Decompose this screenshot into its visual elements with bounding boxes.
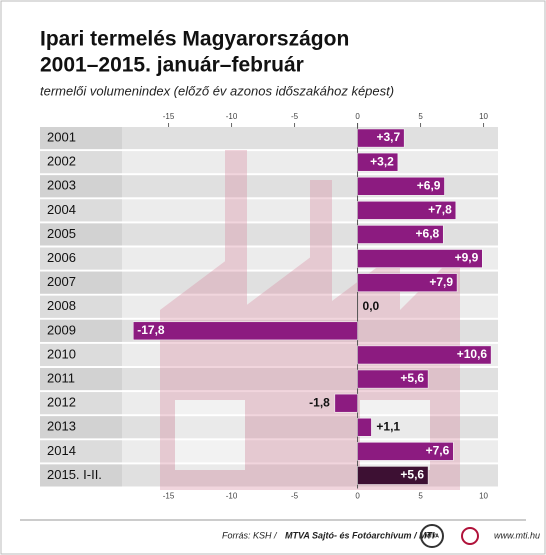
logo: MTVA	[425, 533, 439, 539]
row-label-bg	[40, 271, 122, 294]
chart-title: Ipari termelés Magyarországon	[40, 28, 349, 51]
bar	[357, 152, 399, 172]
row-label-bg	[40, 175, 122, 198]
category-label: 2003	[47, 178, 76, 193]
source: Forrás: KSH /	[222, 530, 278, 540]
bar	[357, 442, 454, 461]
row-label-bg	[40, 343, 122, 366]
value-label: +1,1	[376, 419, 400, 433]
value-label: +3,7	[376, 130, 400, 144]
value-label: +7,8	[428, 203, 452, 217]
bar	[357, 201, 457, 220]
bar	[357, 128, 405, 148]
x-tick-label: -10	[226, 492, 238, 501]
x-tick-label: -5	[291, 112, 299, 121]
row-label-bg	[40, 247, 122, 270]
category-label: 2005	[47, 226, 76, 241]
bar	[357, 225, 444, 244]
row-label-bg	[40, 464, 122, 487]
bar	[357, 369, 429, 389]
bar	[357, 273, 458, 292]
x-tick-label: 0	[355, 492, 360, 501]
row-label-bg	[40, 127, 122, 150]
row-label-bg	[40, 368, 122, 391]
value-label: 0,0	[363, 299, 380, 313]
row-band	[40, 416, 498, 439]
x-tick-label: -10	[226, 112, 238, 121]
category-label: 2014	[47, 443, 76, 458]
value-label: +5,6	[400, 371, 424, 385]
category-label: 2013	[47, 419, 76, 434]
x-tick-label: 10	[479, 112, 488, 121]
value-label: +10,6	[457, 347, 488, 361]
row-label-bg	[40, 440, 122, 463]
bar	[357, 176, 445, 196]
credit: MTVA Sajtó- és Fotóarchívum / MTI	[285, 530, 435, 540]
value-label: +7,6	[426, 444, 450, 458]
value-label: +7,9	[429, 275, 453, 289]
category-label: 2007	[47, 274, 76, 289]
row-label-bg	[40, 199, 122, 222]
chart-subtitle: 2001–2015. január–február	[40, 54, 304, 77]
category-label: 2001	[47, 129, 76, 144]
plot: -15 -15 -10 -10 -5 -5 0 0 5 5 10 10 2001 +3,7 2002 +3,2…	[47, 112, 492, 501]
row-label-bg	[40, 223, 122, 246]
row-label-bg	[40, 416, 122, 439]
value-label: +3,2	[370, 154, 394, 168]
row-label-bg	[40, 151, 122, 174]
category-label: 2008	[47, 298, 76, 313]
category-label: 2012	[47, 395, 76, 410]
value-label: +6,8	[416, 227, 440, 241]
category-label: 2002	[47, 154, 76, 169]
x-tick-label: 0	[355, 112, 360, 121]
chart-description: termelői volumenindex (előző év azonos i…	[40, 83, 394, 98]
value-label: -17,8	[137, 323, 165, 337]
row-label-bg	[40, 319, 122, 342]
value-label: +9,9	[455, 251, 479, 265]
value-label: +5,6	[400, 468, 424, 482]
x-tick-label: 10	[479, 492, 488, 501]
bar	[133, 321, 358, 341]
row-band	[40, 295, 498, 318]
row-band	[40, 392, 498, 415]
category-label: 2009	[47, 322, 76, 337]
x-tick-label: 5	[418, 112, 423, 121]
bar	[357, 249, 483, 268]
category-label: 2011	[47, 370, 75, 385]
logo-ring	[420, 524, 444, 548]
row-label-bg	[40, 295, 122, 318]
bar	[357, 466, 429, 485]
category-label: 2006	[47, 250, 76, 265]
row-label-bg	[40, 392, 122, 415]
x-tick-label: -15	[163, 492, 175, 501]
mti-logo	[461, 527, 479, 545]
x-tick-label: -15	[163, 112, 175, 121]
website: www.mti.hu	[494, 530, 540, 540]
bar	[334, 393, 358, 413]
category-label: 2010	[47, 346, 76, 361]
category-label: 2004	[47, 202, 76, 217]
value-label: -1,8	[309, 395, 330, 409]
bar	[357, 417, 372, 437]
category-label: 2015. I-II.	[47, 467, 102, 482]
value-label: +6,9	[417, 178, 441, 192]
bar	[357, 345, 492, 365]
x-tick-label: 5	[418, 492, 423, 501]
x-tick-label: -5	[291, 492, 299, 501]
